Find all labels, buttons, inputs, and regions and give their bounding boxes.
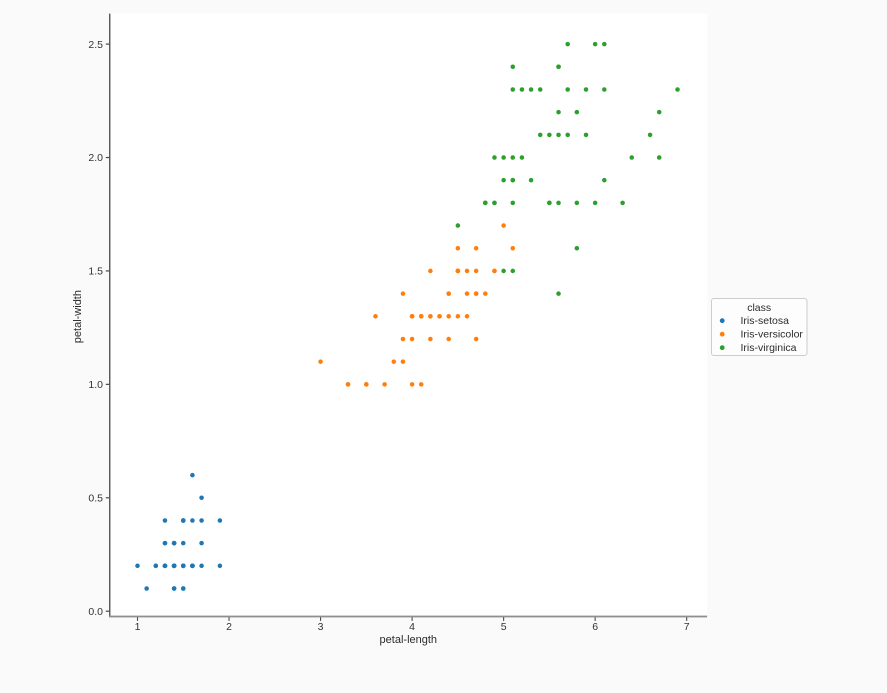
svg-text:2.5: 2.5 <box>88 39 103 51</box>
svg-text:Iris-versicolor: Iris-versicolor <box>741 328 804 340</box>
svg-text:2.0: 2.0 <box>88 152 103 164</box>
svg-text:6: 6 <box>592 621 598 633</box>
svg-text:petal-width: petal-width <box>72 290 84 343</box>
svg-text:class: class <box>747 302 771 314</box>
svg-text:7: 7 <box>684 621 690 633</box>
svg-text:petal-length: petal-length <box>380 634 438 646</box>
svg-text:5: 5 <box>501 621 507 633</box>
svg-text:3: 3 <box>318 621 324 633</box>
svg-text:1: 1 <box>135 621 141 633</box>
svg-text:0.0: 0.0 <box>88 606 103 618</box>
svg-text:Iris-virginica: Iris-virginica <box>741 342 797 354</box>
svg-text:1.0: 1.0 <box>88 379 103 391</box>
svg-text:2: 2 <box>226 621 232 633</box>
svg-text:1.5: 1.5 <box>88 266 103 278</box>
svg-text:4: 4 <box>409 621 415 633</box>
svg-text:0.5: 0.5 <box>88 492 103 504</box>
svg-text:Iris-setosa: Iris-setosa <box>741 315 790 327</box>
